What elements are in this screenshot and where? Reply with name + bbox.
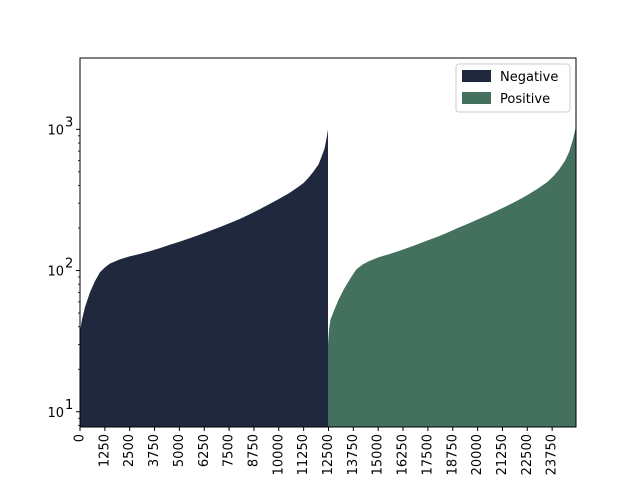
x-tick-label: 3750 — [147, 434, 162, 467]
y-tick-base: 10 — [47, 123, 64, 138]
x-tick-label: 15000 — [371, 434, 386, 475]
x-tick-label: 18750 — [445, 434, 460, 475]
series-area-negative — [80, 129, 328, 427]
legend-label-negative: Negative — [500, 70, 558, 85]
series-layer — [80, 126, 576, 427]
y-tick-label: 101 — [47, 398, 73, 421]
series-area-positive — [328, 126, 576, 427]
x-tick-label: 17500 — [420, 434, 435, 475]
x-tick-label: 10000 — [271, 434, 286, 475]
x-tick-label: 5000 — [172, 434, 187, 467]
legend-swatch-negative — [462, 70, 491, 82]
y-tick-base: 10 — [47, 406, 64, 421]
x-tick-label: 11250 — [296, 434, 311, 475]
legend-swatch-positive — [462, 92, 491, 104]
x-tick-label: 13750 — [346, 434, 361, 475]
legend-label-positive: Positive — [500, 92, 550, 107]
x-tick-label: 22500 — [520, 434, 535, 475]
x-tick-label: 21250 — [495, 434, 510, 475]
y-tick-label: 102 — [47, 257, 73, 280]
x-tick-label: 0 — [73, 434, 88, 442]
x-tick-label: 2500 — [122, 434, 137, 467]
legend: Negative Positive — [455, 63, 571, 113]
y-tick-exponent: 1 — [65, 398, 73, 413]
y-tick-base: 10 — [47, 265, 64, 280]
x-tick-label: 8750 — [246, 434, 261, 467]
x-tick-label: 6250 — [197, 434, 212, 467]
x-tick-label: 7500 — [222, 434, 237, 467]
x-axis: 0 1250 2500 3750 5000 6250 7500 8750 10000 11250 1… — [73, 427, 560, 475]
x-tick-label: 16250 — [396, 434, 411, 475]
y-tick-label: 103 — [47, 115, 73, 138]
x-tick-label: 23750 — [545, 434, 560, 475]
y-tick-exponent: 2 — [65, 257, 73, 272]
x-tick-label: 1250 — [97, 434, 112, 467]
x-tick-label: 20000 — [470, 434, 485, 475]
x-tick-label: 12500 — [321, 434, 336, 475]
y-tick-exponent: 3 — [65, 115, 73, 130]
